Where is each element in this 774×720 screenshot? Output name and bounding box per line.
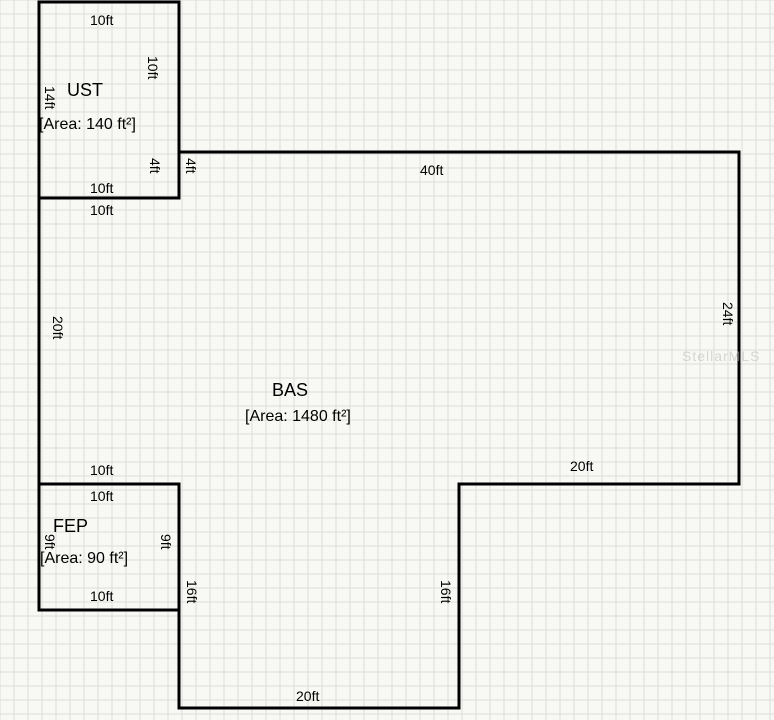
room-name-fep: FEP bbox=[53, 516, 88, 537]
dimension-11: 10ft bbox=[90, 462, 113, 478]
dimension-12: 10ft bbox=[90, 488, 113, 504]
dimension-4: 4ft bbox=[183, 158, 199, 174]
dimension-15: 10ft bbox=[90, 588, 113, 604]
watermark: StellarMLS bbox=[682, 348, 760, 364]
dimension-13: 9ft bbox=[42, 534, 58, 550]
room-name-ust: UST bbox=[67, 80, 103, 101]
dimension-3: 4ft bbox=[147, 158, 163, 174]
dimension-7: 40ft bbox=[420, 162, 443, 178]
room-area-fep: [Area: 90 ft²] bbox=[40, 550, 128, 568]
room-area-ust: [Area: 140 ft²] bbox=[39, 116, 136, 134]
room-name-bas: BAS bbox=[272, 380, 308, 401]
dimension-2: 14ft bbox=[42, 86, 58, 109]
dimension-10: 20ft bbox=[50, 316, 66, 339]
dimension-9: 20ft bbox=[570, 458, 593, 474]
dimension-14: 9ft bbox=[158, 534, 174, 550]
dimension-5: 10ft bbox=[90, 180, 113, 196]
dimension-1: 10ft bbox=[145, 56, 161, 79]
dimension-17: 16ft bbox=[438, 580, 454, 603]
dimension-16: 16ft bbox=[184, 580, 200, 603]
dimension-0: 10ft bbox=[90, 12, 113, 28]
floorplan-svg bbox=[0, 0, 774, 720]
dimension-6: 10ft bbox=[90, 202, 113, 218]
dimension-18: 20ft bbox=[296, 688, 319, 704]
dimension-8: 24ft bbox=[720, 302, 736, 325]
floorplan-canvas: UST [Area: 140 ft²] BAS [Area: 1480 ft²] FEP… bbox=[0, 0, 774, 720]
room-area-bas: [Area: 1480 ft²] bbox=[245, 408, 351, 426]
